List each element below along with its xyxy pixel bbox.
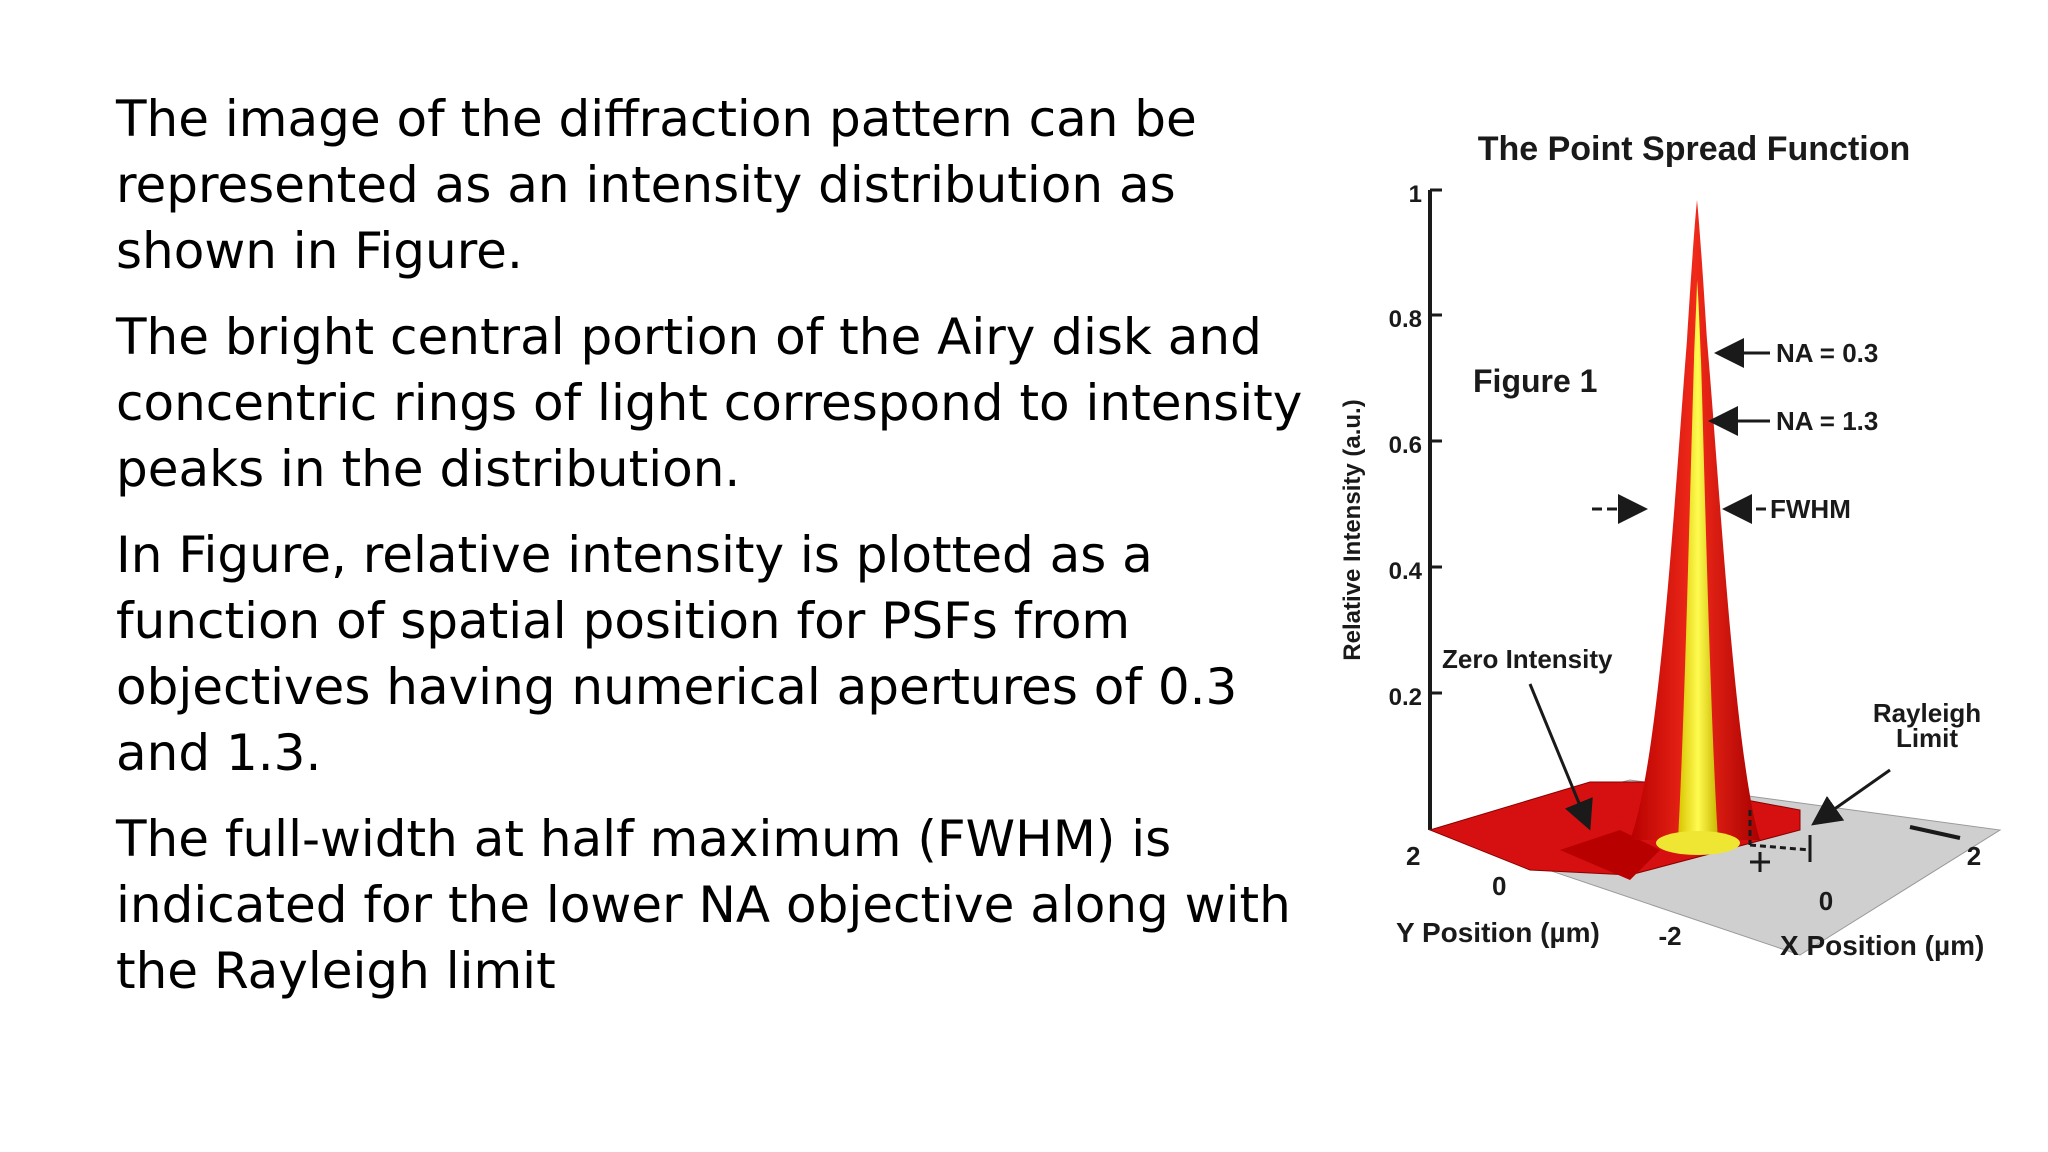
- y-tick-1: 1: [1409, 181, 1422, 208]
- x-position-label: X Position (µm): [1780, 930, 1984, 961]
- paragraph-1: The image of the diffraction pattern can…: [116, 90, 1197, 280]
- zero-intensity-arrow: [1528, 683, 1593, 831]
- y-tick-0.4: 0.4: [1389, 558, 1423, 585]
- x-axis-arrow: [1909, 825, 1961, 840]
- y-tick-0.6: 0.6: [1389, 432, 1422, 459]
- low-na-ridge: [1560, 830, 1660, 880]
- y-ticks: [1430, 188, 1442, 695]
- high-na-peak: [1678, 280, 1718, 840]
- x-position-tick-neg2: -2: [1658, 921, 1681, 951]
- psf-figure-svg: The Point Spread Function Relative Inten…: [1339, 130, 2002, 961]
- fwhm-label: FWHM: [1770, 494, 1851, 524]
- na-low-label: NA = 0.3: [1776, 338, 1878, 368]
- na-high-label: NA = 1.3: [1776, 406, 1878, 436]
- paragraph-3: In Figure, relative intensity is plotted…: [116, 526, 1238, 782]
- psf-figure: The Point Spread Function Relative Inten…: [1330, 110, 2010, 990]
- zero-intensity-label: Zero Intensity: [1442, 644, 1613, 674]
- y-position-tick-2: 2: [1406, 841, 1420, 871]
- rayleigh-arrow: [1811, 768, 1891, 826]
- figure-title: The Point Spread Function: [1478, 130, 1911, 168]
- y-tick-0.8: 0.8: [1389, 306, 1422, 333]
- figure-caption: Figure 1: [1473, 363, 1597, 399]
- rayleigh-label-line2: Limit: [1896, 723, 1958, 753]
- y-position-tick-0: 0: [1492, 871, 1506, 901]
- rayleigh-label-line1: Rayleigh: [1873, 698, 1981, 728]
- x-position-tick-0: 0: [1819, 886, 1833, 916]
- paragraph-4: The full-width at half maximum (FWHM) is…: [116, 810, 1291, 1000]
- y-position-label: Y Position (µm): [1396, 917, 1600, 948]
- rayleigh-marker: [1748, 810, 1812, 872]
- y-axis-label: Relative Intensity (a.u.): [1339, 399, 1366, 660]
- x-position-tick-2: 2: [1967, 841, 1981, 871]
- y-tick-0.2: 0.2: [1389, 684, 1422, 711]
- high-na-base: [1656, 831, 1740, 855]
- paragraph-2: The bright central portion of the Airy d…: [116, 308, 1303, 498]
- slide-body-text: The image of the diffraction pattern can…: [116, 86, 1306, 1024]
